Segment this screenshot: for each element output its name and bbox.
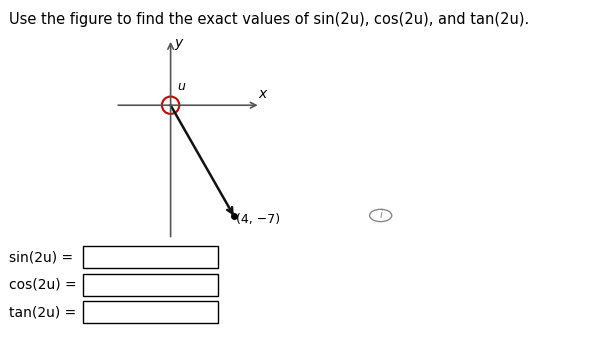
Text: i: i (379, 210, 382, 221)
Text: sin(2u) =: sin(2u) = (9, 250, 73, 264)
Text: y: y (174, 36, 183, 50)
Text: tan(2u) =: tan(2u) = (9, 305, 77, 319)
Text: (4, −7): (4, −7) (236, 213, 280, 226)
Text: u: u (177, 80, 185, 93)
Text: Use the figure to find the exact values of sin(2u), cos(2u), and tan(2u).: Use the figure to find the exact values … (9, 12, 529, 27)
Text: x: x (258, 87, 266, 101)
Text: cos(2u) =: cos(2u) = (9, 278, 77, 292)
